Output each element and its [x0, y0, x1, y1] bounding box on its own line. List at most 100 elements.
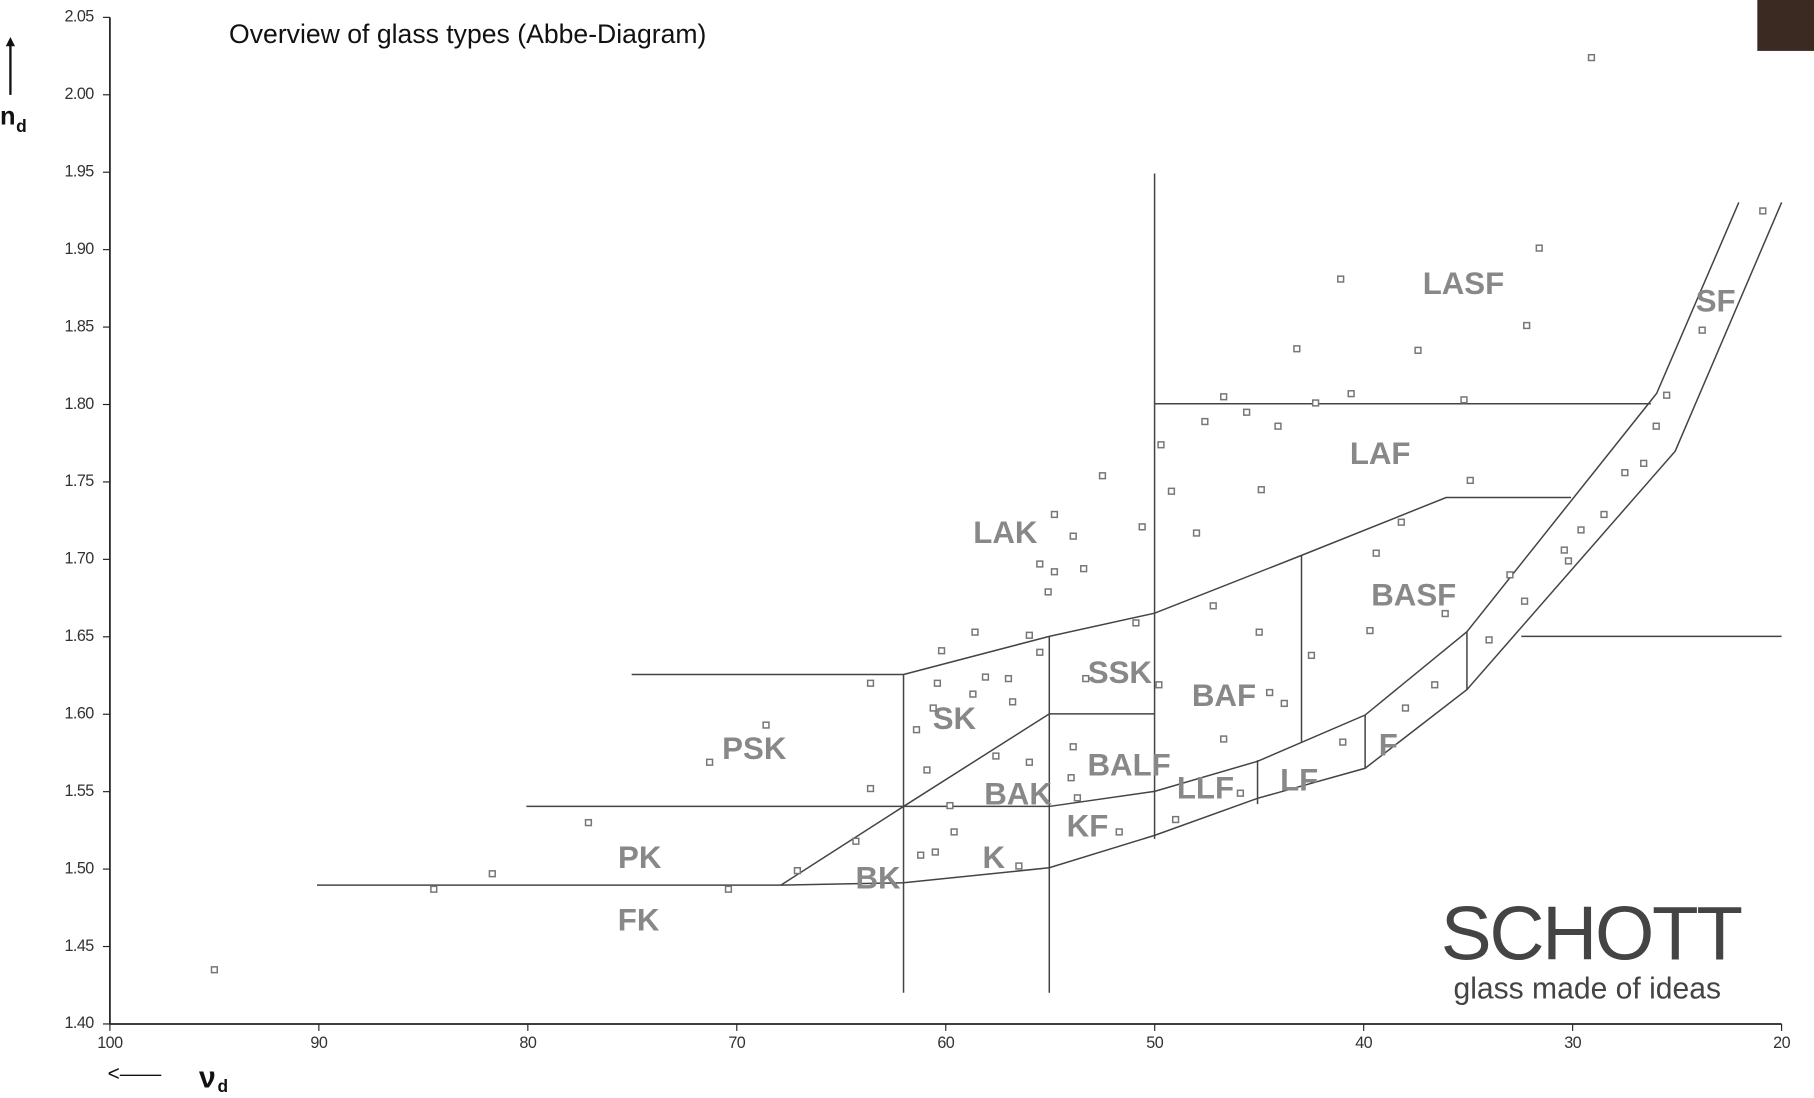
point: [1281, 700, 1287, 706]
region-label: PK: [618, 840, 662, 875]
point: [1070, 744, 1076, 750]
point: [1202, 419, 1208, 425]
point: [1083, 676, 1089, 682]
point: [1461, 397, 1467, 403]
y-axis-label: n: [0, 103, 16, 131]
region-label: BK: [856, 861, 902, 896]
point: [1006, 676, 1012, 682]
x-axis-label-sub: d: [217, 1076, 228, 1096]
y-tick-label: 1.65: [65, 627, 95, 645]
point: [1210, 603, 1216, 609]
point: [1578, 527, 1584, 533]
x-tick-label: 20: [1773, 1034, 1790, 1052]
point: [993, 753, 999, 759]
point: [1156, 682, 1162, 688]
point: [1221, 736, 1227, 742]
point: [1258, 487, 1264, 493]
region-boundaries: [317, 174, 1782, 993]
point: [1699, 327, 1705, 333]
point: [1173, 817, 1179, 823]
point: [914, 727, 920, 733]
x-tick-label: 80: [519, 1034, 536, 1052]
point: [853, 838, 859, 844]
x-tick-label: 70: [728, 1034, 745, 1052]
y-tick-label: 1.80: [65, 395, 95, 413]
point: [726, 886, 732, 892]
point: [1507, 572, 1513, 578]
point: [707, 759, 713, 765]
point: [1068, 775, 1074, 781]
y-tick-label: 1.75: [65, 472, 95, 490]
point: [1075, 795, 1081, 801]
y-tick-label: 1.45: [65, 937, 95, 955]
point: [935, 680, 941, 686]
x-tick-label: 50: [1146, 1034, 1163, 1052]
point: [1760, 208, 1766, 214]
corner-photo: [1757, 0, 1814, 51]
point: [1486, 637, 1492, 643]
y-tick-label: 1.50: [65, 859, 95, 877]
point: [1037, 649, 1043, 655]
x-arrow: <——: [108, 1062, 162, 1085]
region-label: K: [982, 840, 1005, 875]
point: [1052, 569, 1058, 575]
point: [1294, 346, 1300, 352]
y-tick-label: 1.90: [65, 240, 95, 258]
point: [1442, 611, 1448, 617]
point: [1244, 409, 1250, 415]
point: [1010, 699, 1016, 705]
point: [924, 767, 930, 773]
point: [972, 629, 978, 635]
region-label: BASF: [1371, 577, 1456, 612]
x-tick-label: 90: [310, 1034, 327, 1052]
region-label: F: [1379, 728, 1398, 763]
region-label: LASF: [1423, 266, 1505, 301]
point: [918, 852, 924, 858]
point: [930, 705, 936, 711]
point: [1133, 620, 1139, 626]
point: [1524, 323, 1530, 329]
point: [1622, 470, 1628, 476]
region-label: SF: [1696, 283, 1736, 318]
point: [1100, 473, 1106, 479]
point: [932, 849, 938, 855]
point: [1664, 392, 1670, 398]
point: [211, 967, 217, 973]
point: [1221, 394, 1227, 400]
region-labels: LASF SF LAF LAK BASF SSK BAF SK PSK BALF…: [618, 266, 1736, 937]
point: [794, 868, 800, 874]
point: [1169, 488, 1175, 494]
point: [1313, 400, 1319, 406]
point: [1045, 589, 1051, 595]
chart-title: Overview of glass types (Abbe-Diagram): [229, 19, 706, 49]
point: [1309, 652, 1315, 658]
logo-tagline: glass made of ideas: [1453, 972, 1721, 1005]
point: [1238, 790, 1244, 796]
point: [1116, 829, 1122, 835]
region-label: SK: [933, 701, 977, 736]
point: [1275, 423, 1281, 429]
region-label: BALF: [1088, 747, 1171, 782]
point: [1256, 629, 1262, 635]
point: [983, 674, 989, 680]
point: [1566, 558, 1572, 564]
point: [868, 786, 874, 792]
point: [1139, 524, 1145, 530]
x-tick-label: 40: [1355, 1034, 1372, 1052]
point: [1561, 547, 1567, 553]
region-label: FK: [618, 902, 660, 937]
y-tick-label: 2.05: [65, 8, 95, 26]
y-tick-label: 1.95: [65, 162, 95, 180]
point: [1601, 512, 1607, 518]
point: [1194, 530, 1200, 536]
y-arrow-head: [6, 37, 15, 46]
point: [763, 722, 769, 728]
point: [1338, 276, 1344, 282]
region-label: LAK: [973, 515, 1038, 550]
point: [951, 829, 957, 835]
region-label: SSK: [1088, 655, 1153, 690]
point: [1641, 460, 1647, 466]
point: [1522, 598, 1528, 604]
point: [1467, 477, 1473, 483]
x-tick-label: 60: [937, 1034, 954, 1052]
